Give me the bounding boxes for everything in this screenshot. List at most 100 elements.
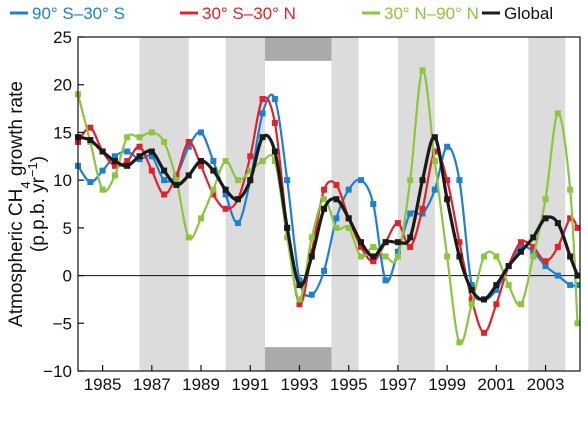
plot-area [75, 36, 581, 372]
series-point-global [407, 234, 414, 241]
series-point-30-s-30-n [111, 162, 118, 169]
series-point-global [554, 220, 561, 227]
series-point-30-s-30-n [136, 143, 143, 150]
y-tick-label: −10 [43, 362, 72, 381]
series-point-global [333, 196, 340, 203]
series-point-30-s-30-n [554, 243, 561, 250]
x-tick-label: 1995 [330, 375, 368, 394]
series-point-30-n-90-n [148, 129, 155, 136]
series-point-90-s-30-s [567, 282, 574, 289]
series-point-30-s-30-n [198, 162, 205, 169]
series-point-30-s-30-n [493, 301, 500, 308]
y-label-line-1: (p.p.b. yr−1) [25, 156, 50, 252]
series-point-30-s-30-n [296, 301, 303, 308]
x-tick-label: 1991 [231, 375, 269, 394]
series-point-30-s-30-n [542, 258, 549, 265]
series-point-30-s-30-n [321, 186, 328, 193]
legend-label-global: Global [504, 4, 553, 23]
x-tick-label: 1993 [281, 375, 319, 394]
series-point-global [124, 162, 131, 169]
series-point-90-s-30-s [87, 179, 94, 186]
y-tick-label: −5 [53, 314, 72, 333]
series-point-30-n-90-n [136, 134, 143, 141]
series-point-global [493, 282, 500, 289]
series-point-30-s-30-n [247, 153, 254, 160]
series-point-90-s-30-s [124, 148, 131, 155]
series-point-90-s-30-s [444, 143, 451, 150]
series-point-global [284, 224, 291, 231]
series-point-90-s-30-s [456, 177, 463, 184]
series-point-global [456, 253, 463, 260]
series-point-global [234, 196, 241, 203]
series-point-30-n-90-n [554, 110, 561, 117]
series-point-global [517, 248, 524, 255]
legend-label-30-s-30-n: 30° S–30° N [202, 4, 296, 23]
series-point-30-n-90-n [234, 177, 241, 184]
series-point-global [444, 196, 451, 203]
series-point-30-s-30-n [357, 243, 364, 250]
series-point-90-s-30-s [517, 243, 524, 250]
series-point-90-s-30-s [308, 291, 315, 298]
series-point-global [574, 272, 581, 279]
series-point-30-s-30-n [370, 258, 377, 265]
plot-frame [77, 36, 581, 372]
series-point-global [185, 172, 192, 179]
x-tick-label: 1989 [182, 375, 220, 394]
series-point-90-s-30-s [161, 177, 168, 184]
series-point-90-s-30-s [345, 186, 352, 193]
series-point-90-s-30-s [210, 158, 217, 165]
series-point-global [99, 148, 106, 155]
series-point-global [345, 215, 352, 222]
series-point-90-s-30-s [148, 153, 155, 160]
series-point-global [161, 167, 168, 174]
series-point-30-s-30-n [456, 239, 463, 246]
series-point-30-s-30-n [210, 191, 217, 198]
series-point-30-n-90-n [530, 253, 537, 260]
series-point-global [87, 137, 94, 144]
series-point-30-n-90-n [505, 282, 512, 289]
series-point-30-s-30-n [574, 224, 581, 231]
series-point-30-n-90-n [419, 67, 426, 74]
dark-bar-top [265, 37, 332, 61]
series-point-global [419, 177, 426, 184]
y-tick-label: 15 [53, 123, 72, 142]
series-point-global [567, 253, 574, 260]
series-point-global [370, 253, 377, 260]
series-point-30-s-30-n [407, 243, 414, 250]
series-point-90-s-30-s [222, 191, 229, 198]
x-tick-label: 1987 [133, 375, 171, 394]
series-point-30-n-90-n [345, 224, 352, 231]
x-axis: 1985 1987 1989 1991 1993 1995 1997 1999 2001 2003 [84, 365, 565, 394]
y-tick-label: 25 [53, 28, 72, 47]
y-axis: −10 −5 0 5 10 15 20 25 [43, 28, 84, 381]
series-point-global [198, 158, 205, 165]
series-point-90-s-30-s [493, 286, 500, 293]
series-point-90-s-30-s [321, 267, 328, 274]
series-point-30-n-90-n [198, 215, 205, 222]
series-point-30-n-90-n [468, 301, 475, 308]
series-point-90-s-30-s [542, 263, 549, 270]
series-point-30-s-30-n [419, 205, 426, 212]
series-point-30-n-90-n [296, 296, 303, 303]
series-point-30-n-90-n [567, 186, 574, 193]
series-point-90-s-30-s [296, 277, 303, 284]
series-point-30-n-90-n [357, 253, 364, 260]
series-point-global [296, 282, 303, 289]
series-point-global [111, 158, 118, 165]
series-point-30-n-90-n [124, 134, 131, 141]
series-point-90-s-30-s [185, 143, 192, 150]
series-point-30-n-90-n [394, 253, 401, 260]
series-point-30-n-90-n [111, 172, 118, 179]
series-point-90-s-30-s [431, 186, 438, 193]
series-point-30-n-90-n [271, 158, 278, 165]
series-point-30-s-30-n [173, 172, 180, 179]
series-point-90-s-30-s [271, 96, 278, 103]
series-point-30-n-90-n [481, 253, 488, 260]
series-point-global [259, 134, 266, 141]
x-tick-label: 2003 [527, 375, 565, 394]
series-point-30-n-90-n [222, 158, 229, 165]
series-point-30-s-30-n [124, 158, 131, 165]
series-point-90-s-30-s [370, 201, 377, 207]
series-point-30-n-90-n [173, 177, 180, 184]
series-point-90-s-30-s [382, 277, 389, 284]
